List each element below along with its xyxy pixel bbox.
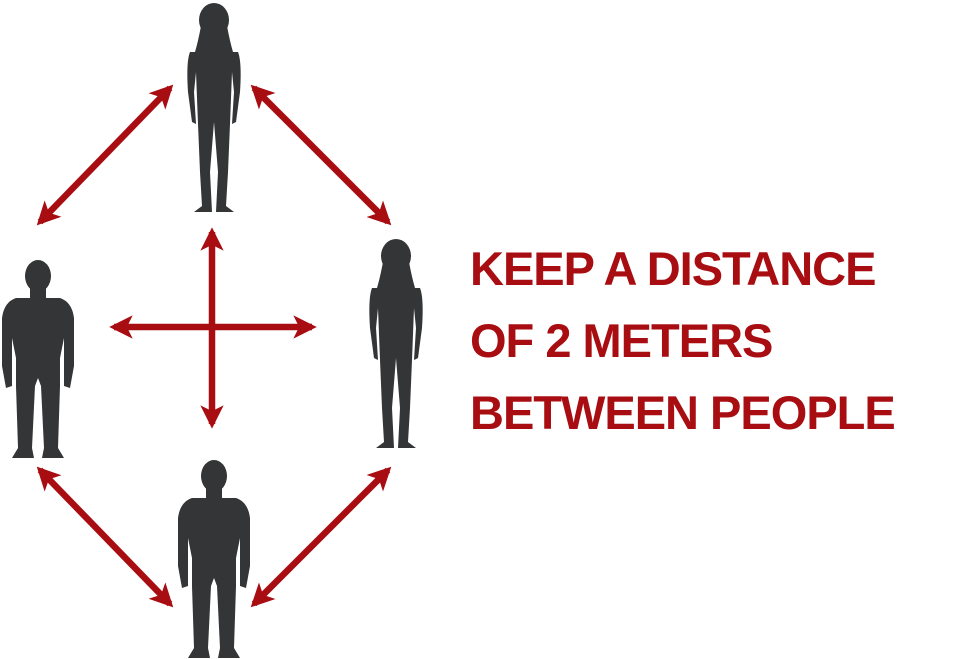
headline-line-3: BETWEEN PEOPLE <box>470 386 896 439</box>
bottom-man-figure <box>178 460 250 658</box>
left-man-figure <box>2 260 74 458</box>
headline: KEEP A DISTANCE OF 2 METERS BETWEEN PEOP… <box>470 233 977 449</box>
arrow-top-right <box>250 84 392 226</box>
arrow-bottom-left <box>36 466 174 608</box>
headline-line-1: KEEP A DISTANCE <box>470 242 876 295</box>
headline-line-2: OF 2 METERS <box>470 314 773 367</box>
center-cross-arrows <box>109 227 317 429</box>
arrow-bottom-right <box>250 466 392 608</box>
diagonal-arrows <box>36 84 392 608</box>
right-woman-figure <box>369 239 423 448</box>
arrow-top-left <box>36 84 174 226</box>
top-woman-figure <box>187 3 241 212</box>
distance-diagram <box>2 3 423 658</box>
